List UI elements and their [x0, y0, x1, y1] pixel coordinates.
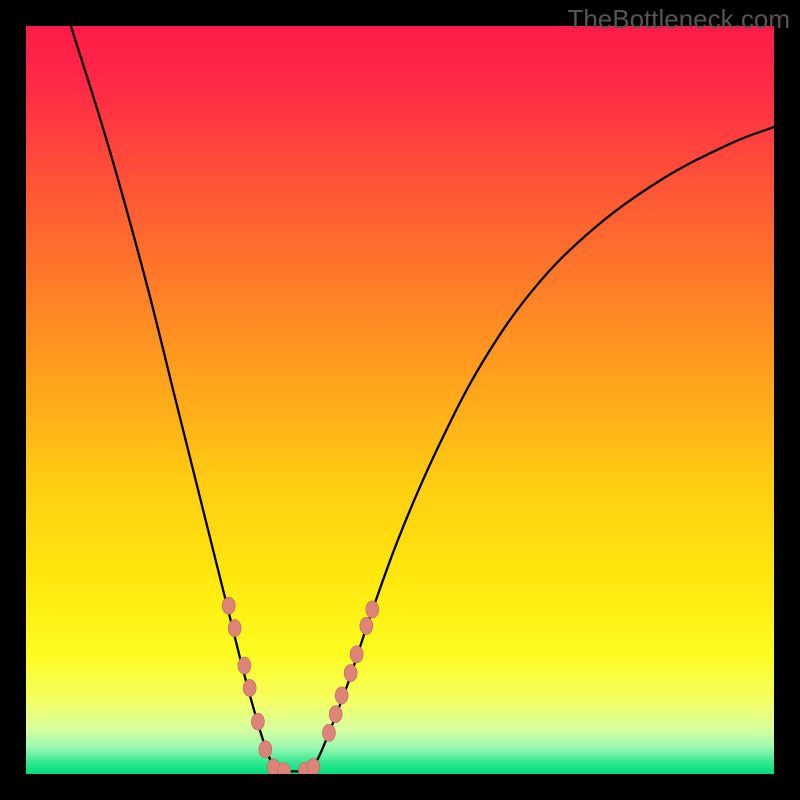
data-point	[350, 646, 363, 663]
data-point	[243, 679, 256, 696]
chart-svg	[26, 26, 774, 774]
data-point	[251, 713, 264, 730]
watermark-label: TheBottleneck.com	[567, 4, 790, 35]
data-point	[366, 601, 379, 618]
data-point	[335, 687, 348, 704]
data-point	[360, 617, 373, 634]
data-point	[222, 597, 235, 614]
data-point	[322, 724, 335, 741]
data-point	[259, 741, 272, 758]
plot-area	[26, 26, 774, 774]
data-point	[238, 657, 251, 674]
curve-right-branch	[309, 127, 774, 771]
data-point	[228, 620, 241, 637]
data-point	[307, 758, 320, 774]
data-point	[329, 706, 342, 723]
data-point	[344, 665, 357, 682]
